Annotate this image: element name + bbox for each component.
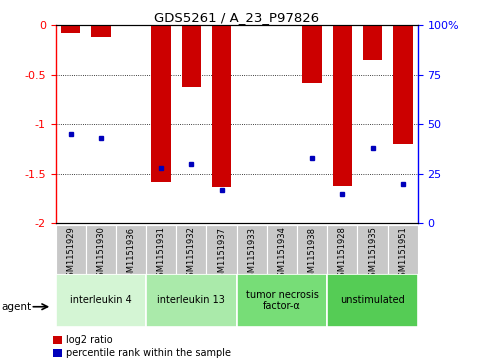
Bar	[327, 274, 418, 327]
Bar	[327, 225, 357, 274]
Bar	[393, 25, 412, 144]
Bar	[91, 25, 111, 37]
Bar	[237, 274, 327, 327]
Bar	[61, 25, 81, 33]
Text: GSM1151932: GSM1151932	[187, 227, 196, 282]
Text: GSM1151928: GSM1151928	[338, 227, 347, 282]
Text: GSM1151937: GSM1151937	[217, 227, 226, 282]
Bar	[302, 25, 322, 83]
Bar	[237, 225, 267, 274]
Bar	[146, 274, 237, 327]
Bar	[212, 25, 231, 187]
Text: GSM1151930: GSM1151930	[96, 227, 105, 282]
Text: GSM1151936: GSM1151936	[127, 227, 136, 282]
Text: GSM1151934: GSM1151934	[277, 227, 286, 282]
Bar	[116, 225, 146, 274]
Bar	[86, 225, 116, 274]
Text: GSM1151931: GSM1151931	[156, 227, 166, 282]
Text: interleukin 4: interleukin 4	[70, 295, 132, 305]
Bar	[146, 225, 176, 274]
Text: GSM1151938: GSM1151938	[308, 227, 317, 282]
Text: tumor necrosis
factor-α: tumor necrosis factor-α	[245, 290, 318, 311]
Bar	[363, 25, 383, 60]
Text: agent: agent	[1, 302, 31, 312]
Text: GSM1151951: GSM1151951	[398, 227, 407, 282]
Bar	[267, 225, 297, 274]
Bar	[207, 225, 237, 274]
Bar	[332, 25, 352, 185]
Text: interleukin 13: interleukin 13	[157, 295, 226, 305]
Bar	[357, 225, 388, 274]
Bar	[297, 225, 327, 274]
Text: unstimulated: unstimulated	[340, 295, 405, 305]
Title: GDS5261 / A_23_P97826: GDS5261 / A_23_P97826	[154, 11, 319, 24]
Bar	[182, 25, 201, 87]
Bar	[388, 225, 418, 274]
Text: GSM1151935: GSM1151935	[368, 227, 377, 282]
Text: GSM1151933: GSM1151933	[247, 227, 256, 282]
Bar	[56, 225, 86, 274]
Text: GSM1151929: GSM1151929	[66, 227, 75, 282]
Bar	[151, 25, 171, 182]
Bar	[176, 225, 207, 274]
Legend: log2 ratio, percentile rank within the sample: log2 ratio, percentile rank within the s…	[53, 335, 231, 358]
Bar	[56, 274, 146, 327]
